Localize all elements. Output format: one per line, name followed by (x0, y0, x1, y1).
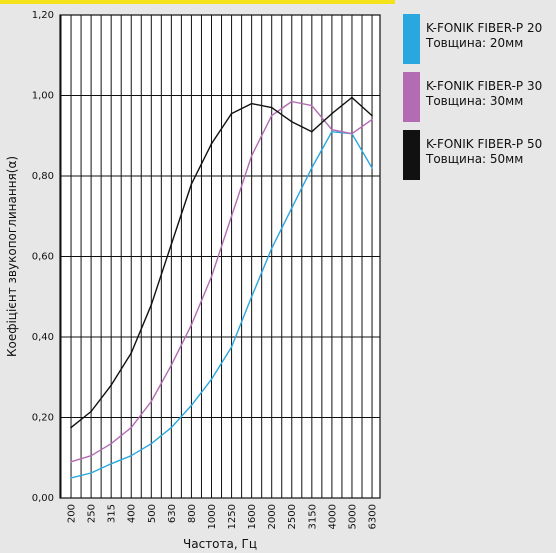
series-point-3 (150, 304, 153, 306)
x-tick-label: 630 (167, 504, 178, 523)
series-line-1 (70, 130, 373, 479)
top-accent-strip (0, 0, 395, 4)
series-point-3 (210, 143, 213, 145)
x-tick-label: 500 (147, 504, 158, 523)
series-point-3 (70, 426, 72, 429)
series-point-2 (190, 324, 193, 326)
series-line-2 (70, 100, 373, 463)
x-tick-label: 2000 (267, 504, 278, 529)
y-tick-label: 0,00 (32, 493, 54, 504)
series-point-2 (371, 118, 373, 121)
series-point-3 (190, 183, 193, 185)
x-tick-label: 200 (67, 504, 78, 523)
series-point-3 (90, 410, 92, 413)
series-point-2 (270, 114, 273, 117)
series-point-1 (230, 346, 233, 348)
series-point-1 (110, 462, 112, 465)
series-point-1 (270, 247, 273, 250)
series-point-3 (331, 112, 333, 115)
series-point-1 (371, 167, 373, 169)
series-point-2 (210, 275, 213, 278)
x-tick-label: 1000 (207, 504, 218, 529)
chart-series-layer (70, 96, 373, 479)
y-tick-label: 0,20 (32, 413, 54, 424)
series-point-1 (90, 472, 92, 474)
y-tick-label: 0,60 (32, 252, 54, 263)
series-point-2 (150, 400, 153, 403)
series-point-3 (130, 352, 132, 354)
legend-swatch-fiber-p50 (403, 130, 420, 180)
series-point-1 (190, 404, 193, 407)
legend-text-fiber-p50: K-FONIK FIBER-P 50 Товщина: 50мм (426, 137, 542, 167)
series-point-3 (270, 106, 273, 109)
legend-label: K-FONIK FIBER-P 30 (426, 79, 543, 93)
legend-label: K-FONIK FIBER-P 20 (426, 21, 543, 35)
series-point-1 (311, 167, 313, 169)
series-point-1 (70, 477, 72, 479)
series-point-3 (170, 243, 173, 246)
series-point-3 (311, 130, 313, 133)
legend-sublabel: Товщина: 20мм (426, 36, 524, 50)
legend-sublabel: Товщина: 30мм (426, 94, 524, 108)
series-point-3 (290, 120, 293, 123)
series-point-2 (250, 155, 253, 157)
series-point-3 (371, 114, 373, 117)
x-tick-label: 2500 (287, 504, 298, 529)
x-tick-label: 315 (107, 504, 118, 523)
legend-item-fiber-p30: K-FONIK FIBER-P 30 Товщина: 30мм (403, 72, 556, 130)
legend-text-fiber-p30: K-FONIK FIBER-P 30 Товщина: 30мм (426, 79, 542, 109)
legend-text-fiber-p20: K-FONIK FIBER-P 20 Товщина: 20мм (426, 21, 542, 51)
series-point-1 (170, 426, 173, 429)
legend-swatch-fiber-p30 (403, 72, 420, 122)
series-point-3 (230, 112, 233, 115)
series-point-2 (130, 426, 132, 429)
series-point-2 (70, 460, 72, 463)
legend-sublabel: Товщина: 50мм (426, 152, 524, 166)
series-line-3 (70, 96, 373, 429)
series-point-3 (351, 96, 353, 99)
series-point-2 (331, 128, 333, 131)
plot-frame (59, 14, 381, 499)
series-point-1 (130, 454, 132, 457)
series-point-2 (351, 132, 353, 135)
series-point-1 (150, 442, 153, 445)
series-point-2 (90, 454, 92, 457)
legend-item-fiber-p50: K-FONIK FIBER-P 50 Товщина: 50мм (403, 130, 556, 188)
series-point-2 (290, 100, 293, 103)
chart-grid (59, 14, 381, 499)
x-tick-label: 1250 (227, 504, 238, 529)
x-tick-label: 6300 (368, 504, 379, 529)
y-tick-label: 1,00 (32, 91, 54, 102)
series-point-2 (170, 364, 173, 366)
chart-legend: K-FONIK FIBER-P 20 Товщина: 20мм K-FONIK… (403, 14, 556, 188)
series-point-3 (110, 384, 112, 387)
legend-item-fiber-p20: K-FONIK FIBER-P 20 Товщина: 20мм (403, 14, 556, 72)
x-tick-label: 800 (187, 504, 198, 523)
series-point-1 (210, 378, 213, 381)
y-tick-label: 1,20 (32, 10, 54, 21)
x-tick-label: 4000 (327, 504, 338, 529)
y-tick-label: 0,40 (32, 332, 54, 343)
legend-swatch-fiber-p20 (403, 14, 420, 64)
legend-label: K-FONIK FIBER-P 50 (426, 137, 543, 151)
x-tick-label: 250 (87, 504, 98, 523)
chart-axis-layer: 0,00 0,20 0,40 0,60 0,80 1,00 1,20 200 250 315 400… (5, 10, 379, 551)
series-point-2 (110, 442, 112, 445)
series-point-1 (290, 207, 293, 209)
x-tick-label: 400 (127, 504, 138, 523)
x-tick-label: 3150 (307, 504, 318, 529)
series-point-1 (331, 130, 333, 133)
series-point-1 (250, 295, 253, 298)
y-tick-label: 0,80 (32, 171, 54, 182)
y-axis-title: Коефіцієнт звукопоглинання(α) (5, 156, 19, 357)
x-tick-label: 1600 (247, 504, 258, 529)
x-tick-label: 5000 (347, 504, 358, 529)
series-point-2 (311, 104, 313, 107)
x-axis-title: Частота, Гц (183, 537, 257, 551)
series-point-3 (250, 102, 253, 105)
series-point-2 (230, 215, 233, 218)
